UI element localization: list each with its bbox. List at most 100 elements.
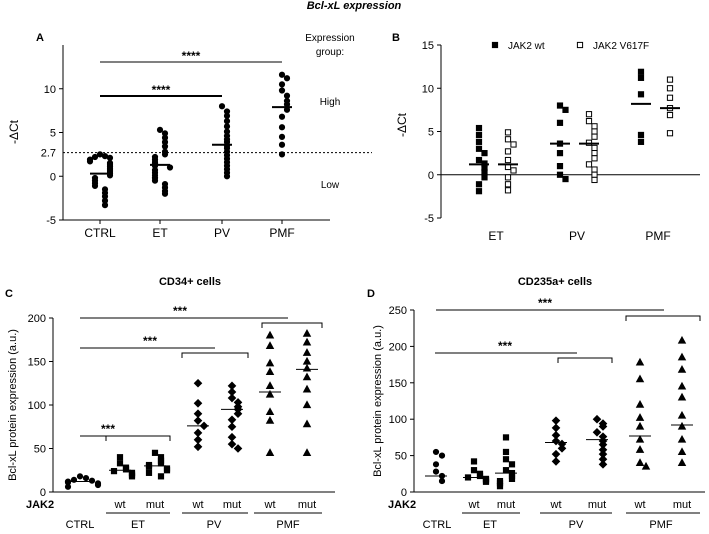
panel-b-point-wt <box>475 138 483 145</box>
panel-a-point-ctrl <box>96 151 104 158</box>
panel-c-significance-bracket <box>105 435 171 441</box>
panel-d-diagnosis-label: PMF <box>649 519 673 531</box>
panel-d-point-pmf <box>641 461 651 470</box>
panel-a-y-label: -ΔCt <box>7 119 21 144</box>
panel-b-point-wt <box>562 175 569 183</box>
panel-b-point-wt <box>475 156 483 164</box>
panel-b: B -5 0 5 10 15 -ΔCt ET PV PMF JAK2 wt JAK2 V617F <box>392 32 700 243</box>
panel-c-point-et <box>122 466 130 473</box>
panel-c-point-pv <box>193 409 203 419</box>
panel-d-point-ctrl <box>438 477 446 485</box>
panel-d-point-pmf <box>635 413 645 421</box>
panel-d-point-et <box>470 458 478 465</box>
panel-d-diagnosis-label: CTRL <box>423 519 452 531</box>
panel-d-point-ctrl <box>432 461 440 468</box>
panel-b-point-mut <box>591 144 598 152</box>
panel-b-x-tick-label: ET <box>488 229 504 243</box>
panel-c-y-tick-label: 0 <box>40 487 46 499</box>
panel-b-point-mut <box>591 176 598 184</box>
panel-b-letter: B <box>392 32 400 44</box>
panel-b-point-mut <box>510 141 517 148</box>
panel-b-point-wt <box>637 91 645 98</box>
panel-c-point-pv <box>227 422 237 432</box>
panel-d-subgroup-label: mut <box>497 499 515 511</box>
panel-c-point-pmf <box>265 407 275 416</box>
panel-a-x-tick-label: PMF <box>269 226 294 240</box>
panel-d-subgroup-label: mut <box>673 499 691 511</box>
panel-a-point-pv <box>223 123 231 130</box>
panel-b-point-mut <box>591 150 598 157</box>
panel-d-point-et <box>502 448 510 456</box>
panel-d-title: CD235a+ cells <box>518 276 592 288</box>
panel-c-subgroup-label: mut <box>298 499 316 511</box>
panel-b-y-tick-label: -5 <box>424 213 434 225</box>
panel-c-diagnosis-label: ET <box>131 519 145 531</box>
panel-b-point-mut <box>591 155 598 162</box>
panel-a-y-tick-label: -5 <box>46 215 56 227</box>
panel-d-point-pv <box>551 416 561 425</box>
panel-c-point-pmf <box>302 384 312 393</box>
panel-c-significance-bracket <box>181 352 249 358</box>
panel-c-point-et <box>151 449 159 456</box>
panel-a-point-ctrl <box>106 154 114 161</box>
panel-d-y-tick-label: 50 <box>395 451 407 463</box>
panel-c-diagnosis-label: PMF <box>276 519 300 531</box>
panel-c-point-et <box>116 460 124 467</box>
panel-d-point-pmf <box>677 447 687 456</box>
panel-c-subgroup-label: wt <box>192 499 204 511</box>
panel-a-point-pmf <box>278 81 286 88</box>
panel-a-point-pv <box>218 103 226 110</box>
panel-b-point-mut <box>504 187 512 194</box>
panel-d-point-et <box>502 456 510 463</box>
panel-d-point-et <box>502 467 510 474</box>
panel-a-point-et <box>156 126 164 133</box>
panel-c-point-et <box>157 460 165 467</box>
panel-a-x-tick-label: CTRL <box>84 226 116 240</box>
panel-a-significance-stars: **** <box>182 49 201 63</box>
panel-b-y-tick-label: 5 <box>428 127 434 139</box>
panel-a-point-pmf <box>283 92 291 99</box>
panel-a-threshold-label: 2.7 <box>41 148 56 160</box>
panel-d-point-pv <box>592 414 602 424</box>
panel-c-point-et <box>145 463 153 470</box>
panel-b-legend-marker-wt <box>491 41 499 49</box>
panel-c-point-pv <box>193 398 203 408</box>
panel-b-point-mut <box>666 85 674 92</box>
panel-b-point-wt <box>475 124 483 132</box>
panel-b-point-wt <box>556 171 564 178</box>
panel-c-point-ctrl <box>82 474 90 482</box>
panel-b-point-mut <box>504 136 512 143</box>
panel-c-y-label: Bcl-xL protein expression (a.u.) <box>7 329 19 481</box>
panel-a-letter: A <box>36 32 44 44</box>
panel-d-y-tick-label: 150 <box>389 378 407 390</box>
panel-c-point-ctrl <box>88 477 96 484</box>
panel-b-y-tick-label: 15 <box>422 40 434 52</box>
panel-c-point-pv <box>227 415 237 425</box>
panel-a-y-tick-label: 10 <box>44 84 56 96</box>
panel-a: A -5 0 5 10 -ΔCt CTRL ET PV PMF 2.7 Expression grou… <box>7 32 372 240</box>
panel-d-point-ctrl <box>432 448 440 456</box>
panel-b-point-mut <box>504 174 512 181</box>
panel-c-significance-stars: *** <box>143 334 157 348</box>
panel-d-point-pmf <box>635 400 645 408</box>
panel-b-point-mut <box>504 129 512 136</box>
panel-a-point-pmf <box>278 71 286 78</box>
panel-d-point-ctrl <box>438 452 446 459</box>
panel-a-x-tick-label: PV <box>214 226 230 240</box>
panel-d-point-pmf <box>635 421 645 430</box>
panel-d-point-ctrl <box>432 468 440 475</box>
panel-d-point-pv <box>598 422 608 431</box>
panel-c-point-pmf <box>302 348 312 356</box>
panel-b-point-mut <box>504 148 512 155</box>
panel-c-y-tick-label: 50 <box>34 444 46 456</box>
panel-c-row-label: JAK2 <box>26 499 54 511</box>
panel-c-y-tick-label: 100 <box>28 400 46 412</box>
panel-b-point-mut <box>585 161 593 168</box>
panel-b-point-wt <box>475 188 483 195</box>
panel-c-subgroup-label: mut <box>223 499 241 511</box>
panel-d-point-pv <box>557 444 567 453</box>
panel-d-subgroup-label: wt <box>468 499 480 511</box>
panel-d: D 0 50 100 150 200 250 CD235a+ cells Bcl-xL pro… <box>367 276 705 531</box>
figure-title: Bcl-xL expression <box>307 0 402 12</box>
